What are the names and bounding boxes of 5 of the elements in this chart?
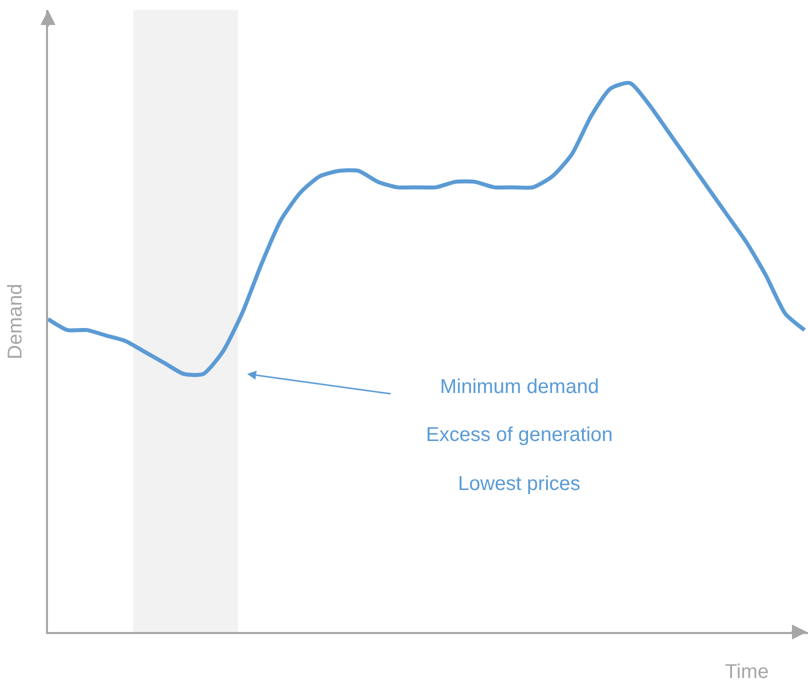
annotation: Excess of generation [426, 424, 613, 446]
annotation: Minimum demand [440, 376, 599, 398]
y-axis-title: Demand [4, 284, 26, 360]
x-axis-title: Time [725, 661, 769, 683]
annotation: Lowest prices [458, 473, 580, 495]
